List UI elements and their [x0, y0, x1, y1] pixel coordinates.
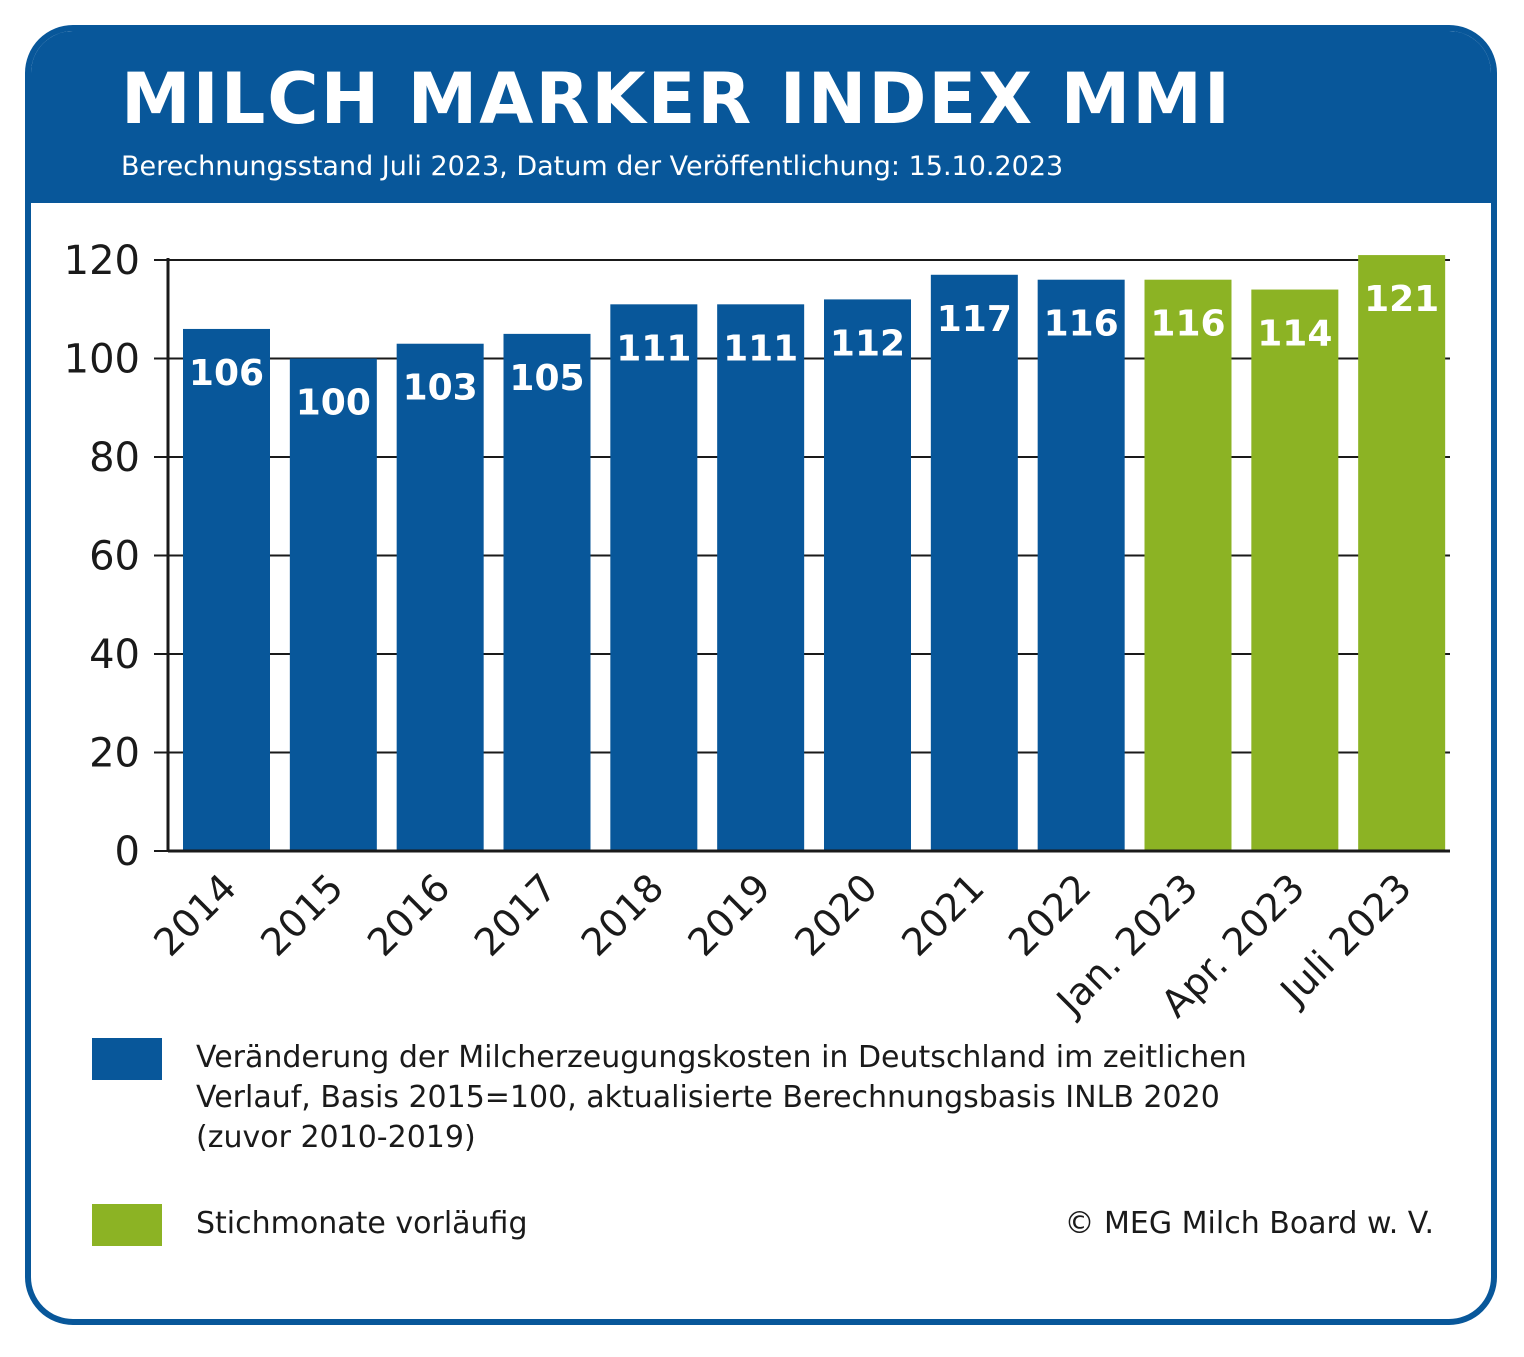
y-tick-label: 100 — [64, 337, 140, 383]
legend-label-line: (zuvor 2010-2019) — [196, 1120, 476, 1155]
bar-value-label: 105 — [509, 358, 584, 399]
bar-value-label: 111 — [616, 328, 691, 369]
bar-value-label: 112 — [830, 323, 905, 364]
bar — [610, 304, 698, 851]
header-bar: MILCH MARKER INDEX MMI Berechnungsstand … — [31, 31, 1491, 203]
bar — [1358, 255, 1446, 851]
bar — [289, 358, 377, 851]
legend-swatch-blue — [92, 1038, 162, 1080]
legend-swatch-green — [92, 1204, 162, 1246]
legend-item-provisional: Stichmonate vorläufig — [92, 1204, 528, 1246]
x-tick-label: 2020 — [786, 865, 886, 965]
bar — [824, 299, 911, 851]
legend-item-cost-change: Veränderung der Milcherzeugungskosten in… — [92, 1038, 1247, 1158]
bar — [183, 328, 270, 851]
bar — [1251, 289, 1339, 851]
bar-value-label: 121 — [1364, 279, 1439, 320]
bar-value-label: 116 — [1150, 304, 1225, 345]
bar-value-label: 106 — [189, 353, 264, 394]
legend-label-line: Stichmonate vorläufig — [196, 1206, 528, 1241]
x-tick-label: 2014 — [145, 865, 245, 965]
y-tick-label: 20 — [89, 731, 140, 777]
bar — [503, 333, 591, 851]
bar-value-label: 117 — [937, 299, 1012, 340]
x-tick-label: 2017 — [466, 865, 566, 965]
legend-label-cost-change: Veränderung der Milcherzeugungskosten in… — [196, 1038, 1247, 1158]
x-tick-label: 2022 — [1000, 865, 1100, 965]
bar-value-label: 103 — [403, 368, 478, 409]
legend-label-line: Verlauf, Basis 2015=100, aktualisierte B… — [196, 1080, 1220, 1115]
bar-value-label: 114 — [1257, 314, 1332, 355]
y-tick-label: 120 — [64, 238, 140, 284]
x-tick-label: 2019 — [680, 865, 780, 965]
bar — [1144, 279, 1232, 851]
bar — [930, 274, 1018, 851]
bar — [717, 304, 805, 851]
page-subtitle: Berechnungsstand Juli 2023, Datum der Ve… — [121, 151, 1064, 182]
y-tick-label: 0 — [115, 829, 140, 875]
x-tick-label: 2021 — [893, 865, 993, 965]
y-tick-label: 40 — [89, 632, 140, 678]
bar-value-label: 111 — [723, 328, 798, 369]
x-tick-label: 2015 — [252, 865, 352, 965]
bar — [396, 343, 484, 851]
x-tick-label: 2016 — [359, 865, 459, 965]
x-tick-label: 2018 — [573, 865, 673, 965]
copyright-notice: © MEG Milch Board w. V. — [1064, 1206, 1434, 1241]
page-title: MILCH MARKER INDEX MMI — [121, 58, 1232, 140]
legend-label-provisional: Stichmonate vorläufig — [196, 1204, 528, 1244]
y-tick-label: 60 — [89, 534, 140, 580]
bar — [1037, 279, 1125, 851]
bar-value-label: 116 — [1044, 304, 1119, 345]
bar-value-label: 100 — [296, 383, 371, 424]
legend-label-line: Veränderung der Milcherzeugungskosten in… — [196, 1040, 1247, 1075]
y-tick-label: 80 — [89, 435, 140, 481]
